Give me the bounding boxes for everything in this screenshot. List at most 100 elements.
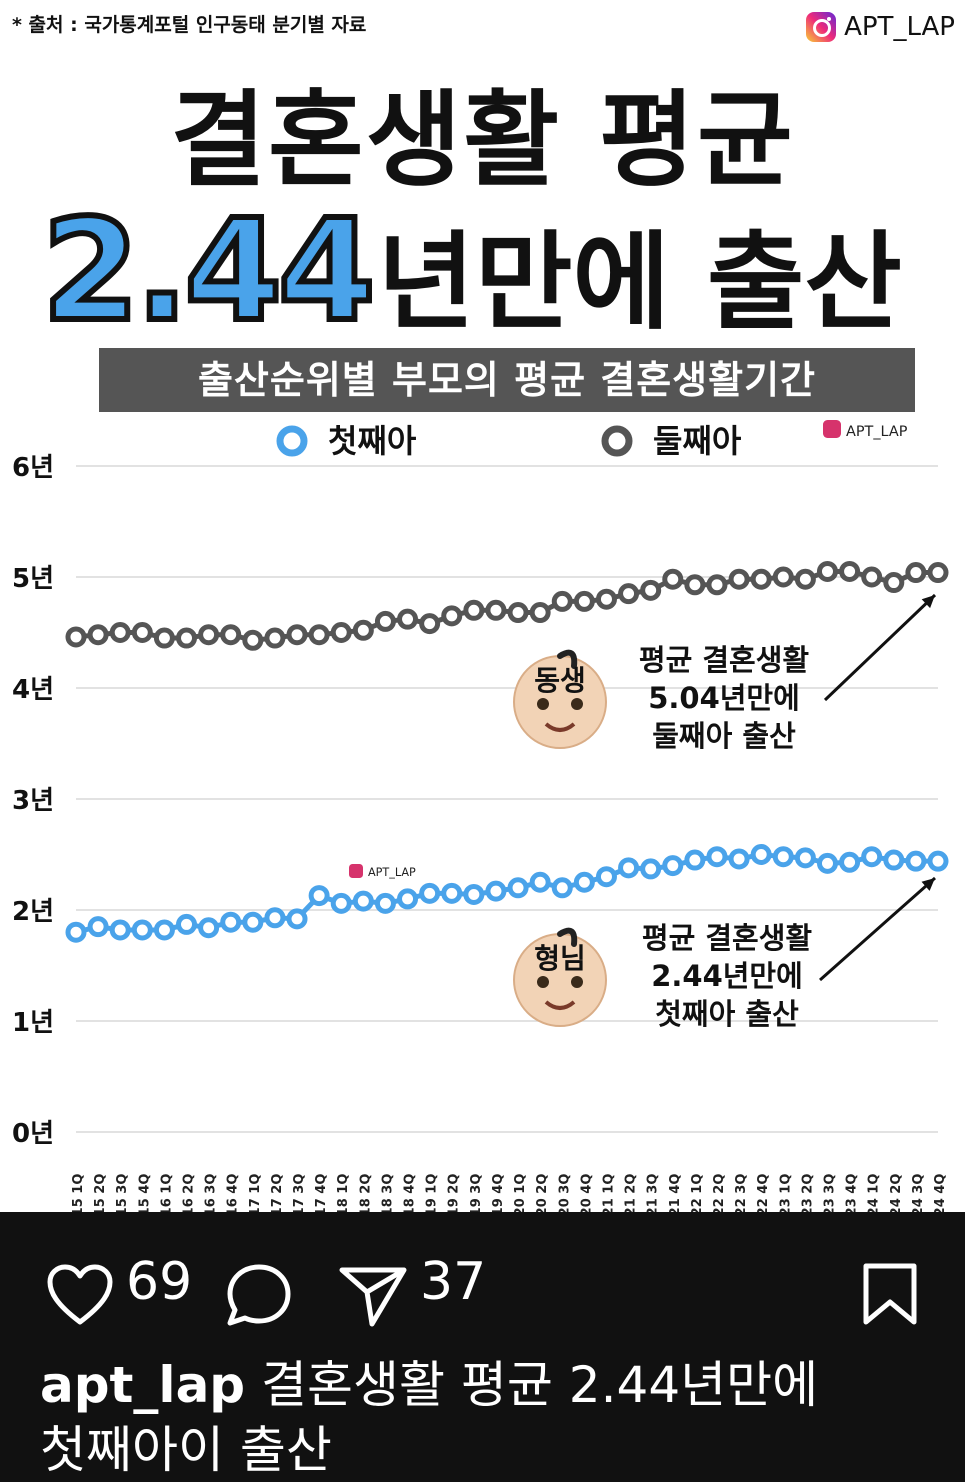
data-point: [267, 630, 283, 646]
data-point: [819, 855, 835, 871]
annotation-arrow: [825, 595, 935, 700]
like-count[interactable]: 69: [126, 1252, 192, 1312]
x-tick-label: 2019 1Q: [425, 1174, 440, 1212]
y-tick-label: 5년: [12, 564, 54, 594]
data-point: [709, 577, 725, 593]
headline-tail: 년만에 출산: [377, 196, 902, 350]
x-tick-label: 2024 1Q: [867, 1174, 882, 1212]
data-point: [753, 571, 769, 587]
data-point: [179, 630, 195, 646]
data-point: [842, 563, 858, 579]
x-tick-label: 2018 1Q: [336, 1174, 351, 1212]
x-tick-label: 2017 4Q: [314, 1174, 329, 1212]
x-tick-label: 2024 2Q: [889, 1174, 904, 1212]
heart-icon[interactable]: [46, 1264, 114, 1326]
share-icon[interactable]: [338, 1262, 408, 1328]
line-chart: 0년 1년 2년 3년 4년 5년 6년 2015 1Q 2015 2Q 2015 3Q 2015 …: [0, 420, 965, 1212]
data-point: [377, 895, 393, 911]
data-point: [864, 569, 880, 585]
data-point: [134, 625, 150, 641]
data-point: [444, 885, 460, 901]
data-point: [643, 861, 659, 877]
caption-text: 결혼생활 평균 2.44년만에: [261, 1356, 818, 1414]
data-point: [510, 880, 526, 896]
x-tick-label: 2018 3Q: [380, 1174, 395, 1212]
data-point: [554, 593, 570, 609]
data-point: [864, 849, 880, 865]
data-point: [687, 577, 703, 593]
data-point: [775, 569, 791, 585]
data-point: [554, 880, 570, 896]
data-point: [488, 602, 504, 618]
data-point: [930, 853, 946, 869]
data-point: [400, 611, 416, 627]
annotation-text: 평균 결혼생활: [639, 643, 809, 677]
data-point: [355, 893, 371, 909]
data-point: [908, 565, 924, 581]
x-tick-label: 2020 4Q: [579, 1174, 594, 1212]
annotation-text: 둘째아 출산: [652, 719, 796, 753]
data-point: [68, 924, 84, 940]
brand-tag[interactable]: APT_LAP: [806, 12, 955, 42]
x-tick-label: 2017 3Q: [292, 1174, 307, 1212]
x-tick-label: 2019 3Q: [469, 1174, 484, 1212]
comment-icon[interactable]: [224, 1262, 294, 1328]
svg-text:APT_LAP: APT_LAP: [846, 424, 908, 440]
data-point: [68, 629, 84, 645]
x-tick-label: 2015 3Q: [115, 1174, 130, 1212]
data-point: [930, 565, 946, 581]
baby-eye: [537, 698, 549, 710]
headline-line2: 2.44 년만에 출산: [42, 190, 902, 353]
data-point: [598, 869, 614, 885]
data-point: [466, 886, 482, 902]
x-tick-label: 2015 2Q: [93, 1174, 108, 1212]
x-tick-label: 2016 4Q: [226, 1174, 241, 1212]
y-tick-label: 6년: [12, 453, 54, 483]
share-count[interactable]: 37: [420, 1252, 486, 1312]
data-point: [731, 851, 747, 867]
data-point: [223, 627, 239, 643]
data-point: [112, 625, 128, 641]
x-tick-label: 2015 1Q: [71, 1174, 86, 1212]
post-image: * 출처 : 국가통계포털 인구동태 분기별 자료 APT_LAP 결혼생활 평…: [0, 0, 965, 1212]
data-point: [576, 874, 592, 890]
annotation-text: 5.04년만에: [648, 681, 800, 715]
x-tick-label: 2017 2Q: [270, 1174, 285, 1212]
data-point: [621, 586, 637, 602]
data-point: [245, 914, 261, 930]
caption-username[interactable]: apt_lap: [40, 1356, 245, 1414]
baby-face-label: 동생: [534, 664, 586, 697]
data-point: [797, 850, 813, 866]
x-tick-label: 2016 3Q: [204, 1174, 219, 1212]
data-point: [731, 571, 747, 587]
data-point: [245, 632, 261, 648]
x-tick-label: 2020 1Q: [513, 1174, 528, 1212]
svg-text:APT_LAP: APT_LAP: [368, 866, 416, 879]
y-tick-label: 4년: [12, 675, 54, 705]
bookmark-icon[interactable]: [860, 1262, 920, 1326]
data-point: [908, 853, 924, 869]
x-tick-label: 2022 4Q: [756, 1174, 771, 1212]
data-point: [466, 602, 482, 618]
annotation-arrow: [820, 878, 935, 980]
data-point: [510, 605, 526, 621]
y-tick-label: 2년: [12, 897, 54, 927]
headline-line1: 결혼생활 평균: [0, 55, 965, 206]
x-tick-label: 2016 1Q: [159, 1174, 174, 1212]
x-tick-label: 2022 1Q: [690, 1174, 705, 1212]
x-tick-label: 2021 3Q: [646, 1174, 661, 1212]
data-point: [112, 922, 128, 938]
data-point: [444, 608, 460, 624]
legend-label: 둘째아: [653, 422, 742, 460]
data-point: [819, 563, 835, 579]
data-point: [400, 891, 416, 907]
baby-face-label: 형님: [534, 942, 586, 975]
data-point: [842, 854, 858, 870]
data-point: [709, 849, 725, 865]
caption-line2: 첫째아이 출산: [40, 1410, 332, 1482]
data-point: [201, 920, 217, 936]
legend-label: 첫째아: [328, 422, 417, 460]
source-note: * 출처 : 국가통계포털 인구동태 분기별 자료: [12, 10, 366, 37]
x-tick-label: 2022 3Q: [734, 1174, 749, 1212]
legend-marker: [605, 429, 629, 453]
